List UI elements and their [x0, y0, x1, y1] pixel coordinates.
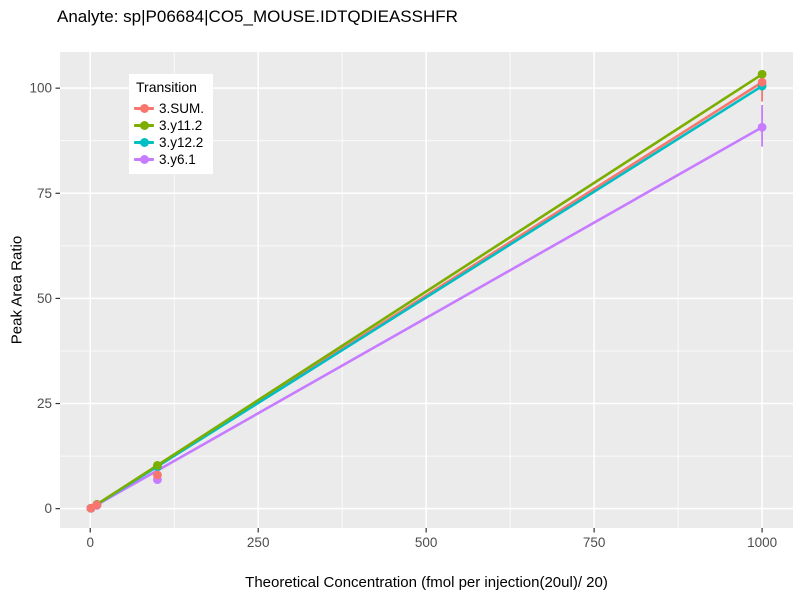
legend-key-icon — [134, 101, 154, 116]
legend-item-label: 3.y12.2 — [159, 135, 204, 150]
y-tick-label: 25 — [37, 396, 52, 411]
y-axis-title: Peak Area Ratio — [8, 235, 26, 345]
fit-line-3.y11.2 — [90, 73, 763, 510]
legend-item-label: 3.SUM. — [159, 101, 205, 116]
x-tick-label: 1000 — [747, 535, 777, 550]
legend-key-icon — [134, 135, 154, 150]
data-point-3.SUM. — [153, 470, 162, 480]
legend-key-dot — [139, 155, 149, 164]
data-point-3.SUM. — [757, 77, 767, 87]
legend-item-3.SUM.: 3.SUM. — [134, 100, 213, 117]
y-tick-label: 100 — [29, 81, 52, 96]
legend-item-3.y11.2: 3.y11.2 — [134, 117, 213, 134]
legend-items: 3.SUM. 3.y11.2 3.y12.2 3.y6.1 — [134, 100, 213, 168]
y-tick-label: 0 — [44, 501, 52, 516]
data-point-3.y11.2 — [757, 69, 767, 79]
legend-key-dot — [139, 121, 149, 130]
x-axis-title: Theoretical Concentration (fmol per inje… — [245, 574, 608, 591]
x-tick-label: 500 — [415, 535, 438, 550]
fit-line-3.y12.2 — [90, 84, 763, 510]
legend-item-3.y12.2: 3.y12.2 — [134, 134, 213, 151]
y-tick-label: 50 — [37, 291, 52, 306]
x-tick-label: 750 — [583, 535, 606, 550]
legend-item-3.y6.1: 3.y6.1 — [134, 151, 213, 168]
x-tick-label: 0 — [86, 535, 94, 550]
legend-item-label: 3.y11.2 — [159, 118, 203, 133]
legend-key-dot — [139, 104, 149, 113]
legend-key-dot — [139, 138, 149, 147]
data-point-3.y11.2 — [153, 460, 162, 470]
data-point-3.SUM. — [92, 500, 102, 510]
legend-key-icon — [134, 152, 154, 167]
legend-item-label: 3.y6.1 — [159, 152, 196, 167]
x-tick-label: 250 — [247, 535, 270, 550]
chart-title: Analyte: sp|P06684|CO5_MOUSE.IDTQDIEASSH… — [57, 7, 458, 26]
y-tick-label: 75 — [37, 186, 52, 201]
legend-title: Transition — [136, 79, 197, 95]
legend: Transition 3.SUM. 3.y11.2 3.y12.2 3.y6.1 — [129, 74, 213, 174]
data-point-3.y6.1 — [757, 122, 767, 132]
fit-line-3.y6.1 — [90, 126, 763, 510]
legend-key-icon — [134, 118, 154, 133]
